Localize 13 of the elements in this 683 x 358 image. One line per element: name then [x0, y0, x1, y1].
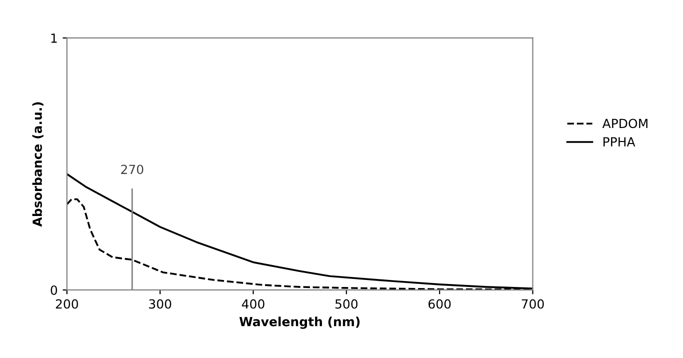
x-tick-label: 300	[149, 299, 172, 309]
x-axis-title: Wavelength (nm)	[239, 316, 360, 329]
x-tick-label: 500	[335, 299, 358, 309]
y-axis-title: Absorbance (a.u.)	[32, 102, 44, 227]
y-tick-label: 0	[50, 285, 58, 295]
y-tick-label: 1	[51, 34, 57, 43]
legend-label: PPHA	[604, 137, 636, 146]
legend-label: APDOM	[602, 118, 648, 128]
ref-line-label: 270	[121, 164, 144, 174]
x-tick-label: 200	[56, 299, 78, 309]
x-tick-label: 700	[522, 299, 544, 309]
x-tick-label: 600	[428, 299, 451, 309]
x-tick-label: 400	[242, 299, 264, 309]
